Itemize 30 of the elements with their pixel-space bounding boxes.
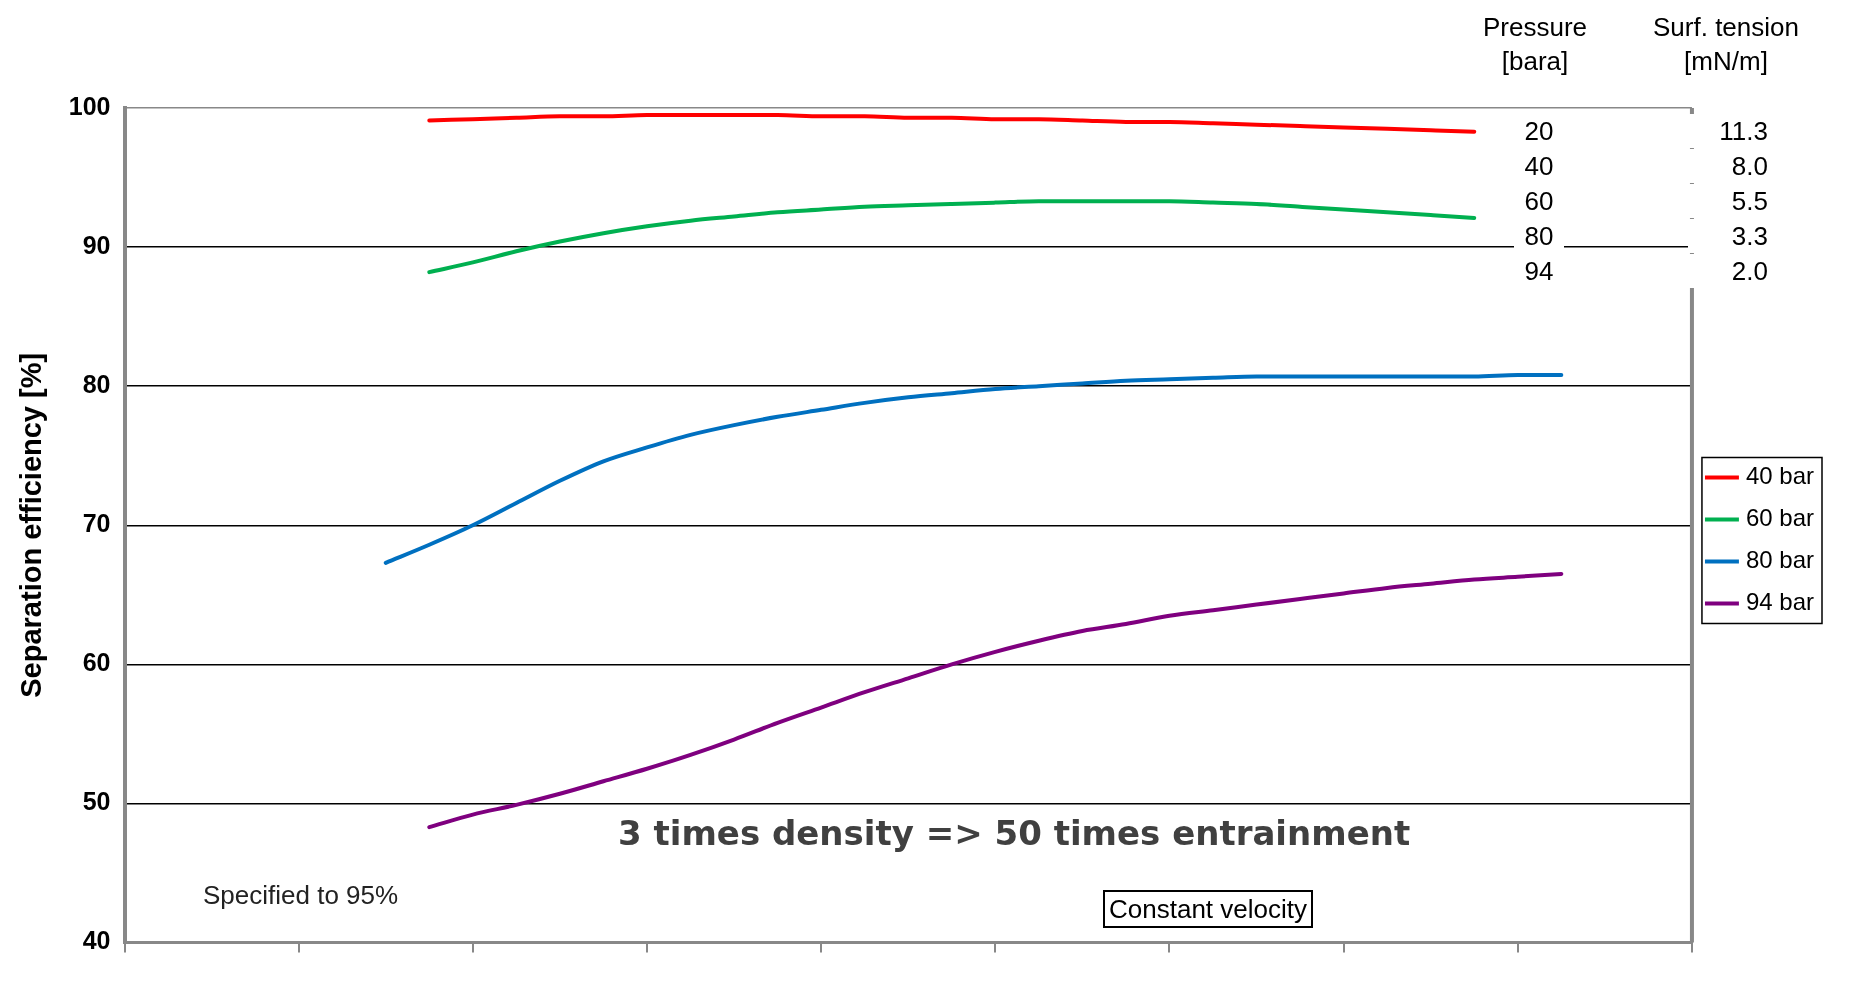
legend-label: 40 bar [1745,462,1815,490]
annotation: Constant velocity [1103,890,1313,928]
text: 2.0 [1688,254,1768,288]
text: 3.3 [1688,219,1768,253]
text: Pressure [bara] [1460,10,1610,78]
legend-label: 94 bar [1745,588,1815,616]
y-tick-label: 100 [68,91,111,120]
annotation: 94 [1514,254,1564,288]
y-tick-label: 80 [82,370,111,399]
text: 8.0 [1688,149,1768,183]
y-tick-label: 40 [82,926,111,955]
y-tick-label: 90 [82,230,111,259]
y-tick-label: 60 [82,648,111,677]
annotation: 80 [1514,219,1564,253]
line-series [427,112,1477,134]
y-tick-label: 70 [82,509,111,538]
annotation: 60 [1514,184,1564,218]
annotation: Specified to 95% [203,879,399,912]
legend-label: 60 bar [1745,504,1815,532]
y-axis-title: Separation efficiency [%] [15,352,48,698]
text: 5.5 [1688,184,1768,218]
annotation: 40 [1514,149,1564,183]
y-tick-label: 50 [82,787,111,816]
line-series [427,199,1477,275]
text: 11.3 [1688,114,1768,148]
legend-label: 80 bar [1745,546,1815,574]
annotation: 3 times density => 50 times entrainment [618,813,1411,853]
line-series [383,373,1564,565]
text: Surf. tension [mN/m] [1626,10,1826,78]
annotation: 20 [1514,114,1564,148]
